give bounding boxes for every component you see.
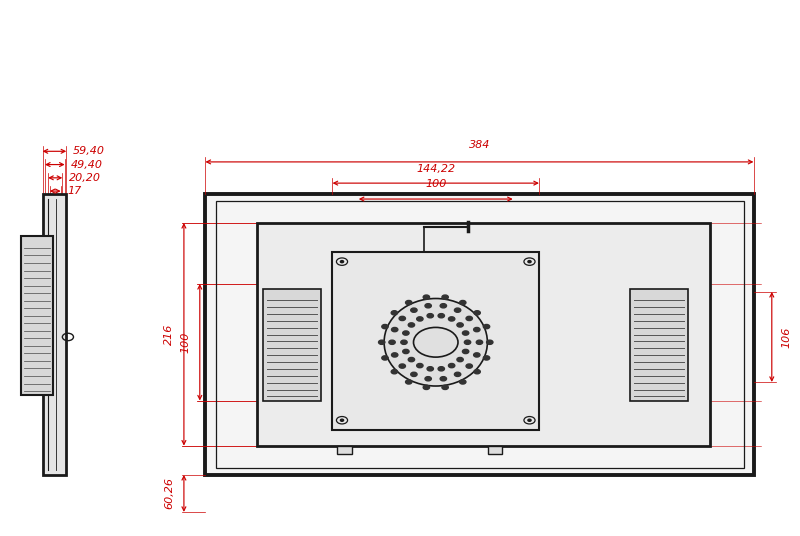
- Circle shape: [449, 317, 455, 321]
- Text: 100: 100: [425, 180, 446, 190]
- Circle shape: [474, 327, 480, 332]
- Circle shape: [454, 308, 461, 312]
- Circle shape: [457, 323, 463, 327]
- Circle shape: [449, 363, 455, 368]
- Circle shape: [486, 340, 493, 345]
- Text: 106: 106: [782, 326, 791, 348]
- Circle shape: [417, 363, 423, 368]
- Text: 20,20: 20,20: [69, 173, 101, 183]
- Circle shape: [427, 314, 434, 318]
- Text: 17: 17: [67, 186, 82, 196]
- Bar: [263, 289, 321, 400]
- Circle shape: [406, 380, 412, 384]
- Circle shape: [391, 311, 398, 315]
- Circle shape: [425, 377, 431, 381]
- Circle shape: [474, 353, 480, 357]
- Circle shape: [483, 324, 490, 329]
- Text: 49,40: 49,40: [71, 160, 103, 169]
- Bar: [42, 193, 66, 475]
- Circle shape: [462, 349, 469, 354]
- Circle shape: [440, 304, 446, 308]
- Circle shape: [427, 367, 434, 371]
- Circle shape: [466, 364, 472, 368]
- Circle shape: [459, 301, 466, 304]
- Circle shape: [442, 295, 448, 299]
- Circle shape: [459, 380, 466, 384]
- Circle shape: [406, 301, 412, 304]
- Circle shape: [457, 358, 463, 362]
- Circle shape: [341, 419, 343, 421]
- Bar: [338, 446, 351, 453]
- Circle shape: [410, 308, 417, 312]
- Circle shape: [341, 260, 343, 263]
- Circle shape: [423, 295, 430, 299]
- Circle shape: [399, 316, 406, 321]
- Circle shape: [464, 340, 470, 345]
- Circle shape: [474, 311, 480, 315]
- Circle shape: [408, 323, 414, 327]
- Bar: [206, 193, 754, 475]
- Circle shape: [528, 260, 531, 263]
- Text: 384: 384: [469, 140, 490, 150]
- Circle shape: [423, 385, 430, 390]
- Circle shape: [425, 304, 431, 308]
- Circle shape: [438, 314, 445, 318]
- Circle shape: [438, 367, 445, 371]
- Circle shape: [440, 377, 446, 381]
- Circle shape: [382, 356, 388, 360]
- Circle shape: [382, 324, 388, 329]
- Bar: [333, 252, 539, 430]
- Circle shape: [378, 340, 385, 345]
- Circle shape: [410, 372, 417, 376]
- Text: 216: 216: [164, 324, 174, 345]
- Text: 100: 100: [180, 332, 190, 353]
- Text: 144,22: 144,22: [416, 163, 455, 174]
- Circle shape: [401, 340, 407, 345]
- Circle shape: [466, 316, 472, 321]
- Circle shape: [474, 370, 480, 374]
- Circle shape: [391, 327, 398, 332]
- Bar: [21, 236, 53, 396]
- Circle shape: [483, 356, 490, 360]
- Bar: [630, 289, 687, 400]
- Bar: [488, 446, 502, 453]
- Text: 59,40: 59,40: [73, 146, 105, 157]
- Ellipse shape: [384, 299, 487, 386]
- Circle shape: [389, 340, 395, 345]
- Circle shape: [417, 317, 423, 321]
- Bar: [257, 223, 710, 446]
- Circle shape: [391, 353, 398, 357]
- Bar: [216, 200, 744, 468]
- Circle shape: [476, 340, 482, 345]
- Circle shape: [454, 372, 461, 376]
- Text: 60,26: 60,26: [164, 478, 174, 509]
- Circle shape: [402, 349, 409, 354]
- Circle shape: [462, 331, 469, 335]
- Circle shape: [391, 370, 398, 374]
- Circle shape: [528, 419, 531, 421]
- Circle shape: [442, 385, 448, 390]
- Circle shape: [408, 358, 414, 362]
- Circle shape: [399, 364, 406, 368]
- Circle shape: [402, 331, 409, 335]
